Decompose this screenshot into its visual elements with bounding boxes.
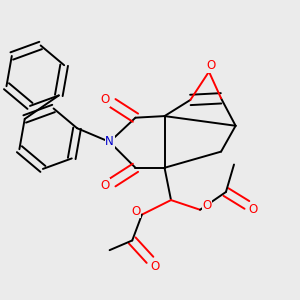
Text: O: O [202, 200, 212, 212]
Text: O: O [150, 260, 160, 274]
Text: N: N [105, 135, 114, 148]
Text: O: O [206, 59, 215, 72]
Text: O: O [131, 205, 141, 218]
Text: O: O [100, 179, 110, 192]
Text: O: O [100, 93, 110, 106]
Text: O: O [249, 203, 258, 216]
